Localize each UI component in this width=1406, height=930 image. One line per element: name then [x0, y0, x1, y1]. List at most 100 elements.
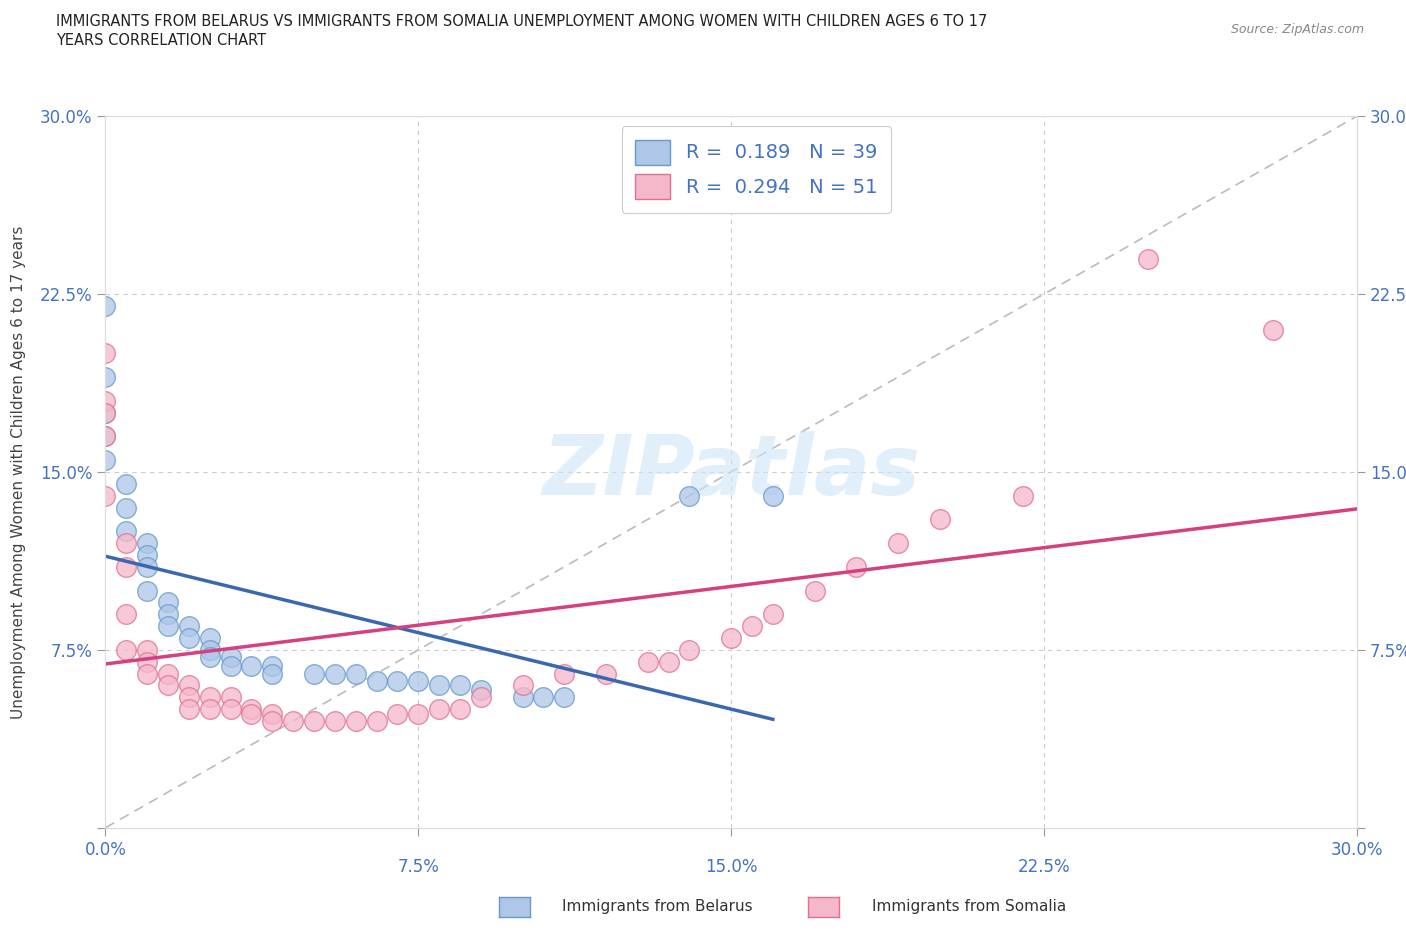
- Point: [157, 618, 180, 633]
- Point: [1263, 323, 1285, 338]
- Point: [678, 643, 700, 658]
- Point: [427, 701, 450, 716]
- Point: [240, 701, 263, 716]
- Point: [177, 701, 200, 716]
- Point: [177, 631, 200, 645]
- Point: [449, 701, 471, 716]
- Point: [115, 643, 138, 658]
- Text: 22.5%: 22.5%: [1018, 858, 1070, 876]
- Point: [94, 429, 117, 444]
- Point: [198, 649, 221, 664]
- Point: [136, 548, 159, 563]
- Point: [240, 707, 263, 722]
- Point: [115, 559, 138, 574]
- Point: [387, 707, 409, 722]
- Point: [219, 690, 242, 705]
- Point: [302, 713, 325, 728]
- Point: [323, 666, 346, 681]
- Point: [94, 393, 117, 408]
- Point: [198, 643, 221, 658]
- Point: [762, 607, 785, 622]
- Point: [887, 536, 910, 551]
- Point: [1012, 488, 1035, 503]
- Point: [366, 713, 388, 728]
- Point: [177, 618, 200, 633]
- Point: [637, 655, 659, 670]
- Point: [115, 607, 138, 622]
- Point: [115, 476, 138, 491]
- Point: [344, 666, 367, 681]
- Point: [1137, 251, 1160, 266]
- Point: [198, 701, 221, 716]
- Point: [553, 666, 575, 681]
- Text: IMMIGRANTS FROM BELARUS VS IMMIGRANTS FROM SOMALIA UNEMPLOYMENT AMONG WOMEN WITH: IMMIGRANTS FROM BELARUS VS IMMIGRANTS FR…: [56, 14, 987, 29]
- Point: [115, 500, 138, 515]
- Point: [302, 666, 325, 681]
- Point: [94, 488, 117, 503]
- Point: [136, 559, 159, 574]
- Text: Immigrants from Somalia: Immigrants from Somalia: [872, 899, 1066, 914]
- Point: [136, 643, 159, 658]
- Point: [115, 524, 138, 538]
- Point: [387, 673, 409, 688]
- Point: [366, 673, 388, 688]
- Point: [845, 559, 868, 574]
- Text: YEARS CORRELATION CHART: YEARS CORRELATION CHART: [56, 33, 266, 47]
- Point: [553, 690, 575, 705]
- Point: [262, 666, 284, 681]
- Point: [240, 659, 263, 674]
- Point: [762, 488, 785, 503]
- Point: [408, 673, 430, 688]
- Point: [262, 713, 284, 728]
- Point: [177, 678, 200, 693]
- Point: [115, 536, 138, 551]
- Text: 15.0%: 15.0%: [704, 858, 758, 876]
- Point: [262, 659, 284, 674]
- Point: [283, 713, 305, 728]
- Point: [136, 536, 159, 551]
- Point: [408, 707, 430, 722]
- Point: [470, 683, 492, 698]
- Text: Immigrants from Belarus: Immigrants from Belarus: [562, 899, 754, 914]
- Point: [157, 595, 180, 610]
- Point: [94, 429, 117, 444]
- Point: [157, 607, 180, 622]
- Point: [803, 583, 825, 598]
- Point: [427, 678, 450, 693]
- Point: [449, 678, 471, 693]
- Point: [177, 690, 200, 705]
- Point: [94, 346, 117, 361]
- Point: [928, 512, 950, 526]
- Point: [94, 369, 117, 385]
- Point: [136, 666, 159, 681]
- Point: [94, 299, 117, 313]
- Point: [136, 655, 159, 670]
- Point: [658, 655, 681, 670]
- Point: [533, 690, 555, 705]
- Point: [323, 713, 346, 728]
- Point: [219, 701, 242, 716]
- Point: [157, 666, 180, 681]
- Text: Source: ZipAtlas.com: Source: ZipAtlas.com: [1230, 23, 1364, 36]
- Point: [94, 453, 117, 468]
- Legend: R =  0.189   N = 39, R =  0.294   N = 51: R = 0.189 N = 39, R = 0.294 N = 51: [621, 126, 891, 213]
- Point: [741, 618, 763, 633]
- Point: [219, 659, 242, 674]
- Point: [720, 631, 742, 645]
- Point: [157, 678, 180, 693]
- Point: [512, 690, 534, 705]
- Text: ZIPatlas: ZIPatlas: [543, 432, 920, 512]
- Point: [219, 649, 242, 664]
- Point: [136, 583, 159, 598]
- Point: [512, 678, 534, 693]
- Y-axis label: Unemployment Among Women with Children Ages 6 to 17 years: Unemployment Among Women with Children A…: [11, 225, 25, 719]
- Point: [198, 631, 221, 645]
- Point: [470, 690, 492, 705]
- Text: 7.5%: 7.5%: [398, 858, 439, 876]
- Point: [344, 713, 367, 728]
- Point: [595, 666, 617, 681]
- Point: [94, 405, 117, 420]
- Point: [678, 488, 700, 503]
- Point: [94, 405, 117, 420]
- Point: [198, 690, 221, 705]
